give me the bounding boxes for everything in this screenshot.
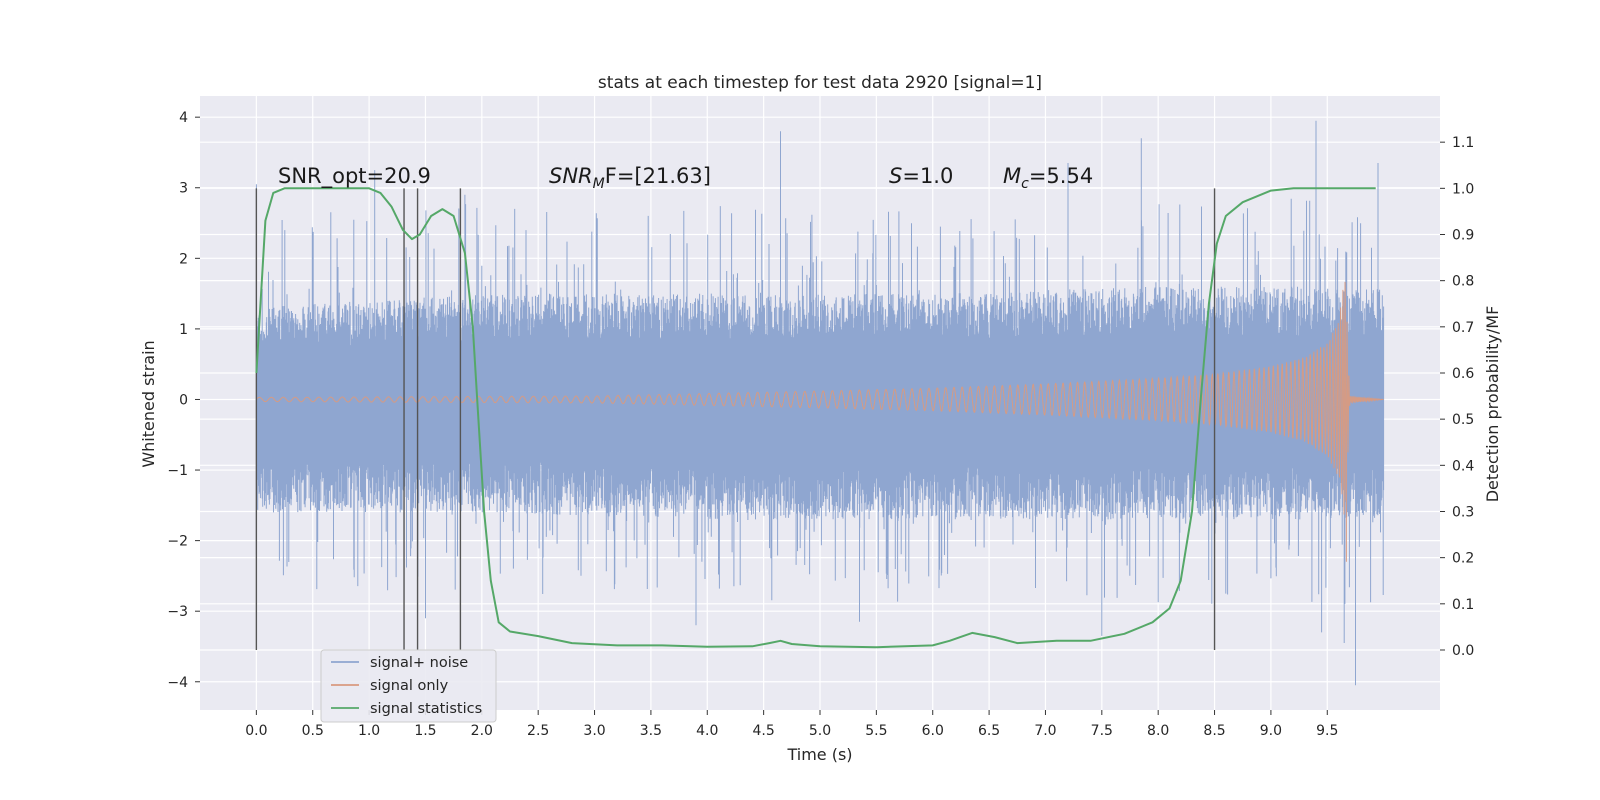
x-tick-label: 1.0 (358, 723, 380, 739)
legend-box (320, 649, 497, 723)
x-tick-label: 9.0 (1260, 723, 1282, 739)
signal-only-line (256, 281, 1384, 562)
x-tick-label: 7.5 (1091, 723, 1113, 739)
y2-axis-label: Detection probability/MF (1483, 306, 1502, 503)
series-signal-only (256, 281, 1384, 562)
y2-tick-label: 0.8 (1452, 274, 1474, 290)
legend: signal+ noise signal only signal statist… (320, 649, 497, 723)
x-tick-label: 5.5 (865, 723, 887, 739)
x-tick-label: 0.5 (302, 723, 324, 739)
y2-tick-label: 0.6 (1452, 366, 1474, 382)
x-axis-label: Time (s) (786, 745, 852, 764)
x-tick-label: 7.0 (1034, 723, 1056, 739)
annotation-snr-mf-rest: F=[21.63] (605, 164, 711, 188)
annotation-snr-opt: SNR_opt=20.9 (278, 164, 431, 189)
y-axis-label: Whitened strain (139, 340, 158, 467)
x-tick-label: 9.5 (1316, 723, 1338, 739)
chart-title: stats at each timestep for test data 292… (598, 73, 1042, 93)
y-tick-label: −1 (167, 463, 188, 479)
x-tick-label: 4.5 (753, 723, 775, 739)
x-tick-label: 0.0 (245, 723, 267, 739)
signal-statistics-line (255, 187, 1376, 649)
x-tick-label: 5.0 (809, 723, 831, 739)
y-tick-label: 1 (179, 322, 188, 338)
legend-label-signal-only: signal only (370, 678, 449, 694)
annotation-mc-label: M (1003, 164, 1021, 188)
legend-label-signal-noise: signal+ noise (370, 655, 468, 671)
y2-tick-label: 0.0 (1452, 643, 1474, 659)
y2-tick-label: 0.5 (1452, 412, 1474, 428)
y-tick-label: 3 (179, 181, 188, 197)
annotation-s-label: S (889, 164, 902, 188)
y-tick-label: 0 (179, 392, 188, 408)
axes: 0.0 0.5 1.0 1.5 2.0 2.5 3.0 3.5 4.0 4.5 5.0 5.5 6.0 6… (167, 110, 1474, 739)
x-tick-label: 3.5 (640, 723, 662, 739)
x-tick-label: 2.0 (471, 723, 493, 739)
annotation-snr-mf: SNRMF=[21.63] (549, 164, 711, 192)
y-tick-label: −2 (167, 534, 188, 550)
annotation-mc-value: =5.54 (1029, 164, 1093, 188)
x-tick-label: 8.0 (1147, 723, 1169, 739)
annotation-s: S=1.0 (889, 164, 953, 188)
y2-tick-label: 0.4 (1452, 458, 1474, 474)
series-signal-statistics (255, 187, 1376, 649)
y-tick-label: −3 (167, 604, 188, 620)
x-tick-label: 2.5 (527, 723, 549, 739)
legend-label-signal-statistics: signal statistics (370, 701, 482, 717)
y2-tick-label: 0.9 (1452, 227, 1474, 243)
annotation-mc-sub: c (1021, 176, 1029, 192)
y2-tick-label: 0.1 (1452, 597, 1474, 613)
y-tick-label: 2 (179, 251, 188, 267)
y2-tick-label: 1.0 (1452, 181, 1474, 197)
y2-tick-label: 0.2 (1452, 551, 1474, 567)
annotation-s-value: =1.0 (902, 164, 953, 188)
y-tick-label: 4 (179, 110, 188, 126)
y2-tick-label: 0.7 (1452, 320, 1474, 336)
x-tick-label: 6.0 (922, 723, 944, 739)
annotation-mc: Mc=5.54 (1003, 164, 1093, 192)
x-tick-label: 6.5 (978, 723, 1000, 739)
x-tick-label: 4.0 (696, 723, 718, 739)
y2-tick-label: 1.1 (1452, 135, 1474, 151)
x-tick-label: 1.5 (414, 723, 436, 739)
y-tick-label: −4 (167, 675, 188, 691)
annotation-snr-mf-sub: M (593, 176, 605, 192)
vertical-markers (255, 188, 1216, 650)
annotation-snr-mf-base: SNR (549, 164, 593, 188)
x-tick-label: 8.5 (1203, 723, 1225, 739)
x-tick-label: 3.0 (583, 723, 605, 739)
y2-tick-label: 0.3 (1452, 504, 1474, 520)
